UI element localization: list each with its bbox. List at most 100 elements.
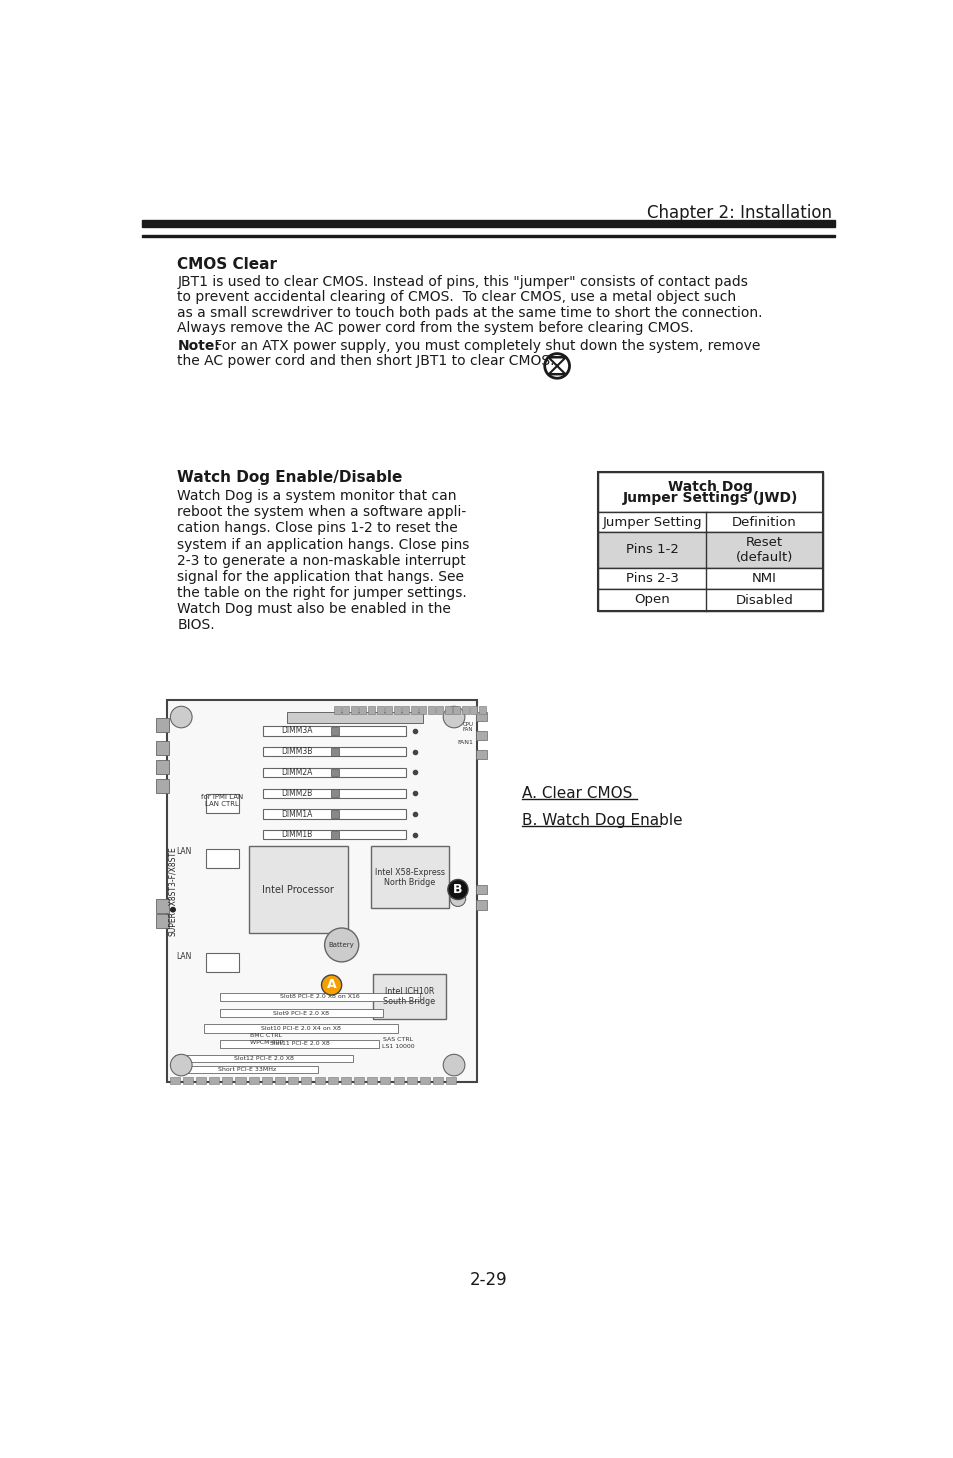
Bar (142, 220, 835, 227)
Bar (220, 1009, 382, 1018)
Text: Slot8 PCI-E 2.0 X8 on X16: Slot8 PCI-E 2.0 X8 on X16 (280, 994, 359, 999)
Circle shape (171, 1054, 192, 1076)
Bar (331, 768, 338, 776)
Text: DIMM3B: DIMM3B (281, 746, 312, 757)
Text: NMI: NMI (751, 572, 776, 585)
Text: Slot11 PCI-E 2.0 X8: Slot11 PCI-E 2.0 X8 (270, 1041, 329, 1047)
Bar (156, 780, 169, 793)
Text: Watch Dog Enable/Disable: Watch Dog Enable/Disable (177, 469, 402, 486)
Text: Pins 1-2: Pins 1-2 (625, 544, 678, 557)
Text: Jumper Settings (JWD): Jumper Settings (JWD) (622, 491, 798, 506)
Text: A: A (327, 978, 336, 991)
Bar (262, 830, 406, 840)
Bar (331, 831, 338, 838)
Text: B. Watch Dog Enable: B. Watch Dog Enable (521, 812, 682, 828)
Bar (235, 1076, 245, 1085)
Text: Always remove the AC power cord from the system before clearing CMOS.: Always remove the AC power cord from the… (177, 321, 693, 335)
Bar (262, 746, 406, 757)
Bar (410, 706, 417, 714)
Bar (470, 706, 476, 714)
Text: Slot12 PCI-E 2.0 X8: Slot12 PCI-E 2.0 X8 (234, 1056, 294, 1061)
Bar (394, 1076, 403, 1085)
Text: Watch Dog is a system monitor that can: Watch Dog is a system monitor that can (177, 488, 456, 503)
Text: LAN: LAN (176, 952, 192, 961)
Bar (262, 809, 406, 819)
Text: A. Clear CMOS: A. Clear CMOS (521, 786, 632, 800)
Bar (340, 1076, 351, 1085)
Text: the table on the right for jumper settings.: the table on the right for jumper settin… (177, 586, 467, 601)
Text: Open: Open (634, 593, 669, 607)
Bar (476, 751, 486, 760)
Bar (204, 1025, 397, 1032)
Bar (206, 954, 238, 972)
Circle shape (450, 891, 465, 907)
Text: BIOS.: BIOS. (177, 618, 214, 633)
Text: DIMM1A: DIMM1A (281, 809, 312, 818)
Text: Disabled: Disabled (735, 593, 793, 607)
Bar (334, 706, 340, 714)
Bar (598, 532, 822, 567)
Bar (478, 706, 485, 714)
Bar (373, 974, 446, 1019)
Text: LAN CTRL: LAN CTRL (205, 800, 239, 808)
Bar (314, 1076, 324, 1085)
Bar (476, 730, 486, 741)
Text: CPU
FAN: CPU FAN (462, 722, 473, 732)
Bar (453, 706, 459, 714)
Bar (476, 885, 486, 894)
Circle shape (443, 1054, 464, 1076)
Bar (174, 1056, 353, 1061)
Bar (287, 713, 422, 723)
Bar (598, 567, 822, 589)
Text: JBT1 is used to clear CMOS. Instead of pins, this "jumper" consists of contact p: JBT1 is used to clear CMOS. Instead of p… (177, 276, 747, 289)
Bar (331, 728, 338, 735)
Bar (385, 706, 392, 714)
Text: as a small screwdriver to touch both pads at the same time to short the connecti: as a small screwdriver to touch both pad… (177, 306, 762, 319)
Text: Watch Dog must also be enabled in the: Watch Dog must also be enabled in the (177, 602, 451, 617)
Bar (183, 1076, 193, 1085)
Bar (331, 748, 338, 755)
Bar (368, 706, 375, 714)
Bar (598, 472, 822, 611)
Text: signal for the application that hangs. See: signal for the application that hangs. S… (177, 570, 464, 585)
Bar (206, 850, 238, 868)
Text: for IPMI LAN: for IPMI LAN (201, 795, 243, 800)
Circle shape (321, 975, 341, 994)
Bar (380, 1076, 390, 1085)
Bar (249, 1076, 258, 1085)
Text: 2-29: 2-29 (470, 1271, 507, 1289)
Bar (174, 1066, 318, 1073)
Text: system if an application hangs. Close pins: system if an application hangs. Close pi… (177, 538, 469, 551)
Bar (209, 1076, 219, 1085)
Text: SAS CTRL
LS1 10000: SAS CTRL LS1 10000 (381, 1037, 415, 1048)
Text: North Bridge: North Bridge (384, 878, 435, 886)
Bar (206, 795, 238, 812)
Bar (170, 1076, 179, 1085)
Text: Jumper Setting: Jumper Setting (601, 516, 701, 529)
Bar (156, 741, 169, 755)
Bar (476, 900, 486, 910)
Bar (220, 993, 419, 1002)
Bar (419, 1076, 430, 1085)
Bar (402, 706, 409, 714)
Circle shape (324, 929, 358, 962)
Bar (406, 1076, 416, 1085)
Bar (427, 706, 435, 714)
Bar (436, 706, 443, 714)
Bar (274, 1076, 285, 1085)
Text: BMC CTRL
WPCM 400: BMC CTRL WPCM 400 (250, 1034, 283, 1045)
Bar (446, 1076, 456, 1085)
Text: Intel Processor: Intel Processor (262, 885, 334, 895)
Bar (156, 760, 169, 774)
Bar (195, 1076, 206, 1085)
Bar (288, 1076, 298, 1085)
Text: Definition: Definition (731, 516, 796, 529)
Text: Reset
(default): Reset (default) (735, 537, 792, 564)
Text: DIMM3A: DIMM3A (281, 726, 313, 735)
Text: cation hangs. Close pins 1-2 to reset the: cation hangs. Close pins 1-2 to reset th… (177, 522, 457, 535)
Text: DIMM2A: DIMM2A (281, 768, 312, 777)
Bar (331, 811, 338, 818)
Circle shape (171, 706, 192, 728)
Circle shape (443, 706, 464, 728)
Text: South Bridge: South Bridge (383, 997, 436, 1006)
